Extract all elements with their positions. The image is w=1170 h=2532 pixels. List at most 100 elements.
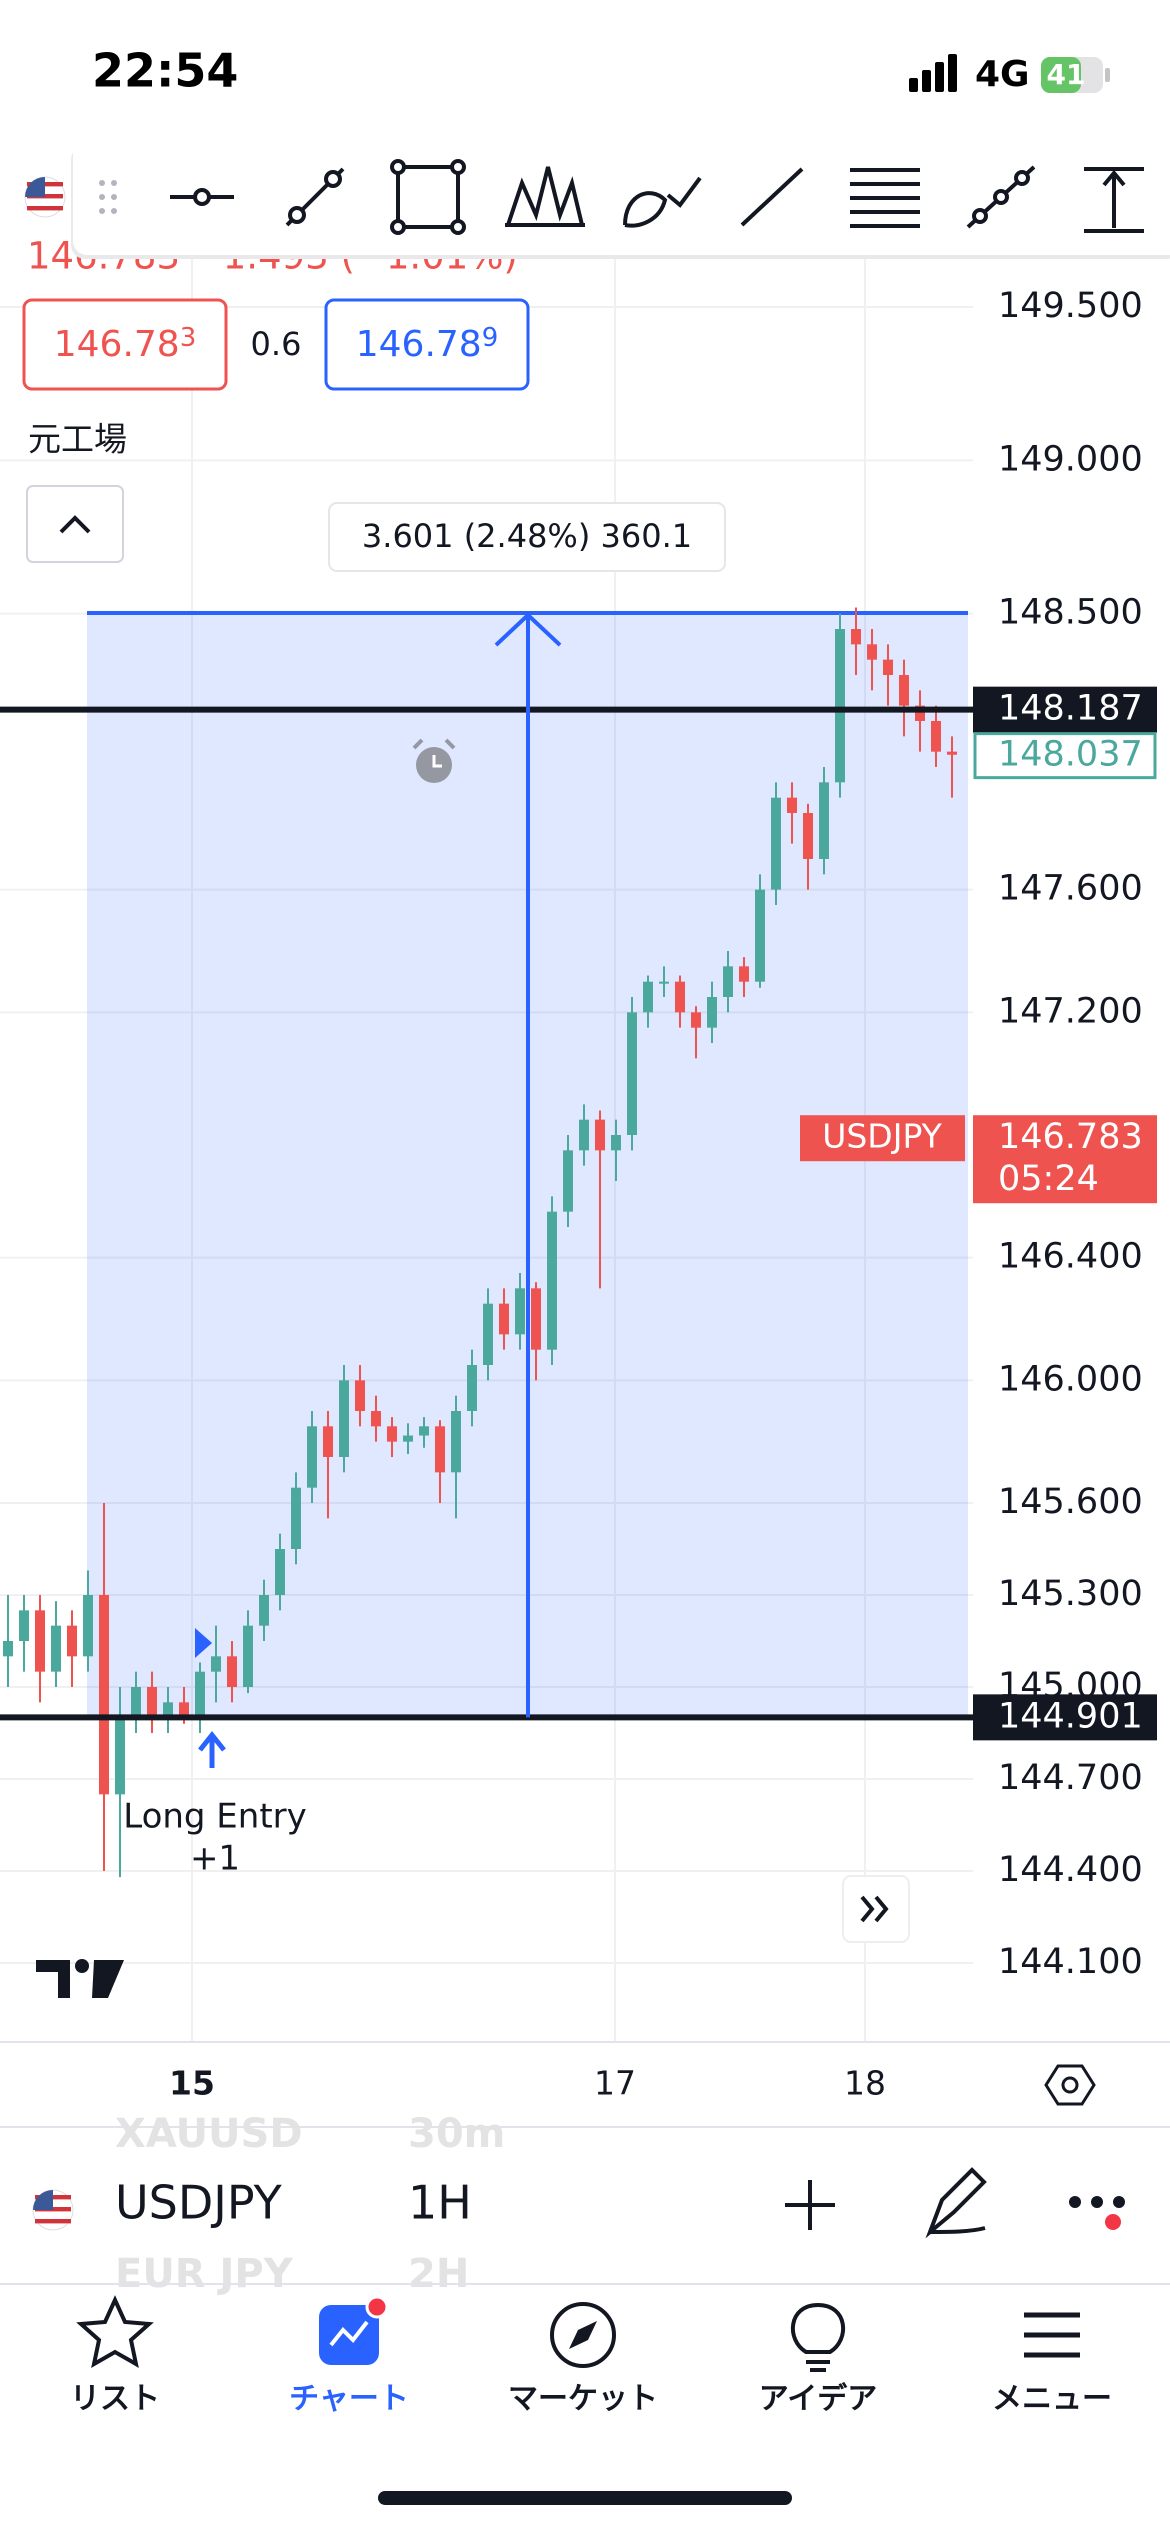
candle-body	[771, 797, 781, 890]
tool-line-path	[740, 167, 804, 227]
tv-logo-dot	[75, 1959, 89, 1973]
battery-label: 41	[1047, 58, 1086, 91]
candle-body	[595, 1119, 605, 1151]
alarm-icon[interactable]	[412, 738, 456, 783]
spread: 0.6	[251, 325, 302, 363]
candle-body	[291, 1487, 301, 1549]
scroll-right-button[interactable]	[842, 1875, 910, 1943]
candle-body	[3, 1641, 13, 1657]
more-dot[interactable]	[1069, 2196, 1081, 2208]
tool-fib-path	[850, 168, 920, 228]
tab-label[interactable]: チャート	[289, 2382, 409, 2417]
candle-body	[563, 1150, 573, 1212]
us-flag-top	[24, 176, 66, 218]
candle-body	[723, 966, 733, 997]
candle-body	[835, 629, 845, 783]
collapse-button[interactable]	[26, 485, 124, 563]
tab-label[interactable]: メニュー	[992, 2382, 1112, 2417]
candle-body	[419, 1426, 429, 1436]
signal-bar	[909, 78, 918, 92]
candle-body	[547, 1211, 557, 1350]
price-tick-label: 147.600	[998, 869, 1143, 909]
bid-box[interactable]	[22, 298, 228, 391]
tv-logo-v	[92, 1960, 124, 1998]
drag-handle-dot	[111, 180, 117, 186]
symbol-price-box	[973, 1115, 1157, 1204]
settings-icon[interactable]	[1044, 2064, 1096, 2106]
signal-bar	[948, 54, 957, 92]
drag-handle-dot	[99, 180, 105, 186]
tab-icon-menu	[1024, 2312, 1080, 2358]
tool-node	[450, 159, 466, 175]
status-bar-bg	[0, 0, 1170, 140]
draw-icon[interactable]	[925, 2167, 987, 2239]
candle-body	[259, 1595, 269, 1626]
status-network: 4G	[975, 54, 1030, 95]
indicator-label: 元工場	[28, 420, 127, 459]
symbol-tag-box	[800, 1115, 965, 1162]
interval[interactable]: 1H	[408, 2176, 472, 2230]
tool-node	[993, 189, 1009, 205]
tool-node	[390, 159, 406, 175]
tool-fib[interactable]	[850, 168, 920, 228]
price-tick-label: 144.400	[998, 1850, 1143, 1890]
battery-level	[1041, 57, 1081, 93]
tool-pattern-path	[505, 166, 585, 227]
status-time: 22:54	[92, 44, 238, 98]
tab-icon-needle	[569, 2321, 597, 2349]
candle-body	[899, 675, 909, 706]
alarm-hands	[432, 755, 442, 768]
symbol[interactable]: USDJPY	[115, 2176, 283, 2230]
candle-body	[275, 1549, 285, 1595]
tv-logo-t	[36, 1960, 70, 1998]
tool-node	[288, 206, 306, 224]
bid-pip: 3	[180, 323, 197, 353]
candle-body	[339, 1380, 349, 1457]
drag-handle-dot	[111, 194, 117, 200]
add-icon[interactable]	[785, 2180, 835, 2230]
candle-body	[947, 751, 957, 755]
tool-pattern[interactable]	[505, 166, 585, 227]
candle-body	[195, 1671, 205, 1718]
candle-body	[739, 966, 749, 982]
price-tick-label: 145.600	[998, 1482, 1143, 1522]
drag-handle-dot	[99, 208, 105, 214]
battery-cap	[1105, 68, 1110, 82]
ask-box[interactable]	[324, 298, 530, 391]
tool-node	[450, 219, 466, 235]
tab-label[interactable]: リスト	[70, 2382, 160, 2417]
tool-brush-path	[623, 176, 702, 228]
signal-bar	[922, 70, 931, 92]
tool-node	[972, 208, 988, 224]
tool-measure-path	[1084, 167, 1144, 233]
prev-symbol: XAUUSD	[115, 2111, 303, 2157]
candle-body	[531, 1288, 541, 1350]
tool-brush[interactable]	[623, 176, 702, 228]
more-dot[interactable]	[1113, 2196, 1125, 2208]
us-flag-bar	[32, 2189, 74, 2231]
tab-label[interactable]: アイデア	[759, 2382, 878, 2417]
bid-main: 146.78	[54, 324, 180, 365]
drag-handle-dot	[99, 194, 105, 200]
prev-interval: 30m	[408, 2111, 505, 2157]
candle-body	[83, 1595, 93, 1657]
candle-body	[211, 1656, 221, 1672]
tool-measure[interactable]	[1084, 167, 1144, 233]
candle-body	[163, 1702, 173, 1718]
tab-icon-chart-line	[329, 2320, 369, 2347]
scroll-right-icon	[860, 1895, 889, 1923]
candle-body	[867, 644, 877, 660]
measure-arrowhead	[494, 612, 562, 647]
price-tick-label: 149.500	[998, 286, 1143, 326]
tool-line[interactable]	[740, 167, 804, 227]
settings-icon-hole	[1061, 2076, 1079, 2094]
tab-label[interactable]: マーケット	[508, 2382, 658, 2417]
countdown: 05:24	[998, 1159, 1099, 1199]
price-tick-label: 148.500	[998, 593, 1143, 633]
candle-body	[803, 813, 813, 859]
more-dot[interactable]	[1091, 2196, 1103, 2208]
candle-body	[403, 1435, 413, 1442]
